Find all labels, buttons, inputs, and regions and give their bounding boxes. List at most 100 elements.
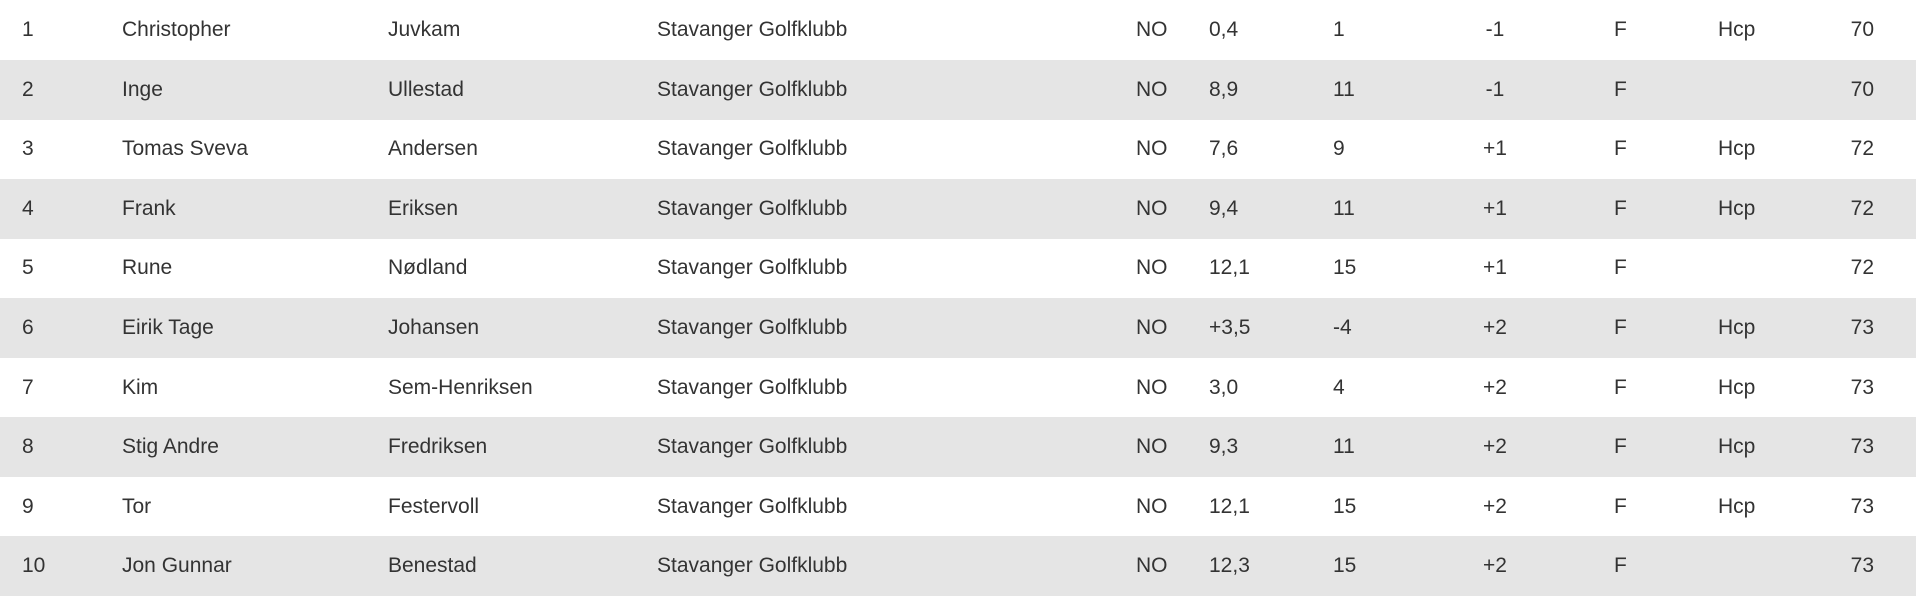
table-row[interactable]: 3 Tomas Sveva Andersen Stavanger Golfklubb N… (0, 119, 1916, 179)
gender-flag-cell: F (1614, 435, 1627, 459)
total-score-cell: 73 (1850, 316, 1874, 339)
table-row[interactable]: 8 Stig Andre Fredriksen Stavanger Golfklubb… (0, 417, 1916, 478)
score-to-par-cell: +1 (1483, 137, 1507, 161)
handicap-index-cell: 0,4 (1209, 18, 1239, 41)
position-cell: 5 (22, 256, 34, 280)
club-cell: Stavanger Golfklubb (657, 316, 848, 339)
total-score-cell: 73 (1850, 494, 1874, 518)
hcp-flag-cell: Hcp (1718, 137, 1756, 161)
country-cell: NO (1136, 137, 1168, 161)
total-score-cell: 73 (1850, 554, 1874, 578)
position-cell: 4 (22, 196, 34, 220)
playing-handicap-cell: 15 (1333, 554, 1357, 578)
score-to-par-cell: +2 (1483, 494, 1507, 518)
handicap-index-cell: 8,9 (1209, 77, 1239, 101)
country-cell: NO (1136, 196, 1168, 220)
first-name-cell: Christopher (122, 18, 231, 41)
score-to-par-cell: +2 (1483, 554, 1507, 578)
handicap-index-cell: 9,3 (1209, 435, 1239, 459)
last-name-cell: Fredriksen (388, 435, 488, 459)
total-score-cell: 73 (1850, 375, 1874, 399)
first-name-cell: Tor (122, 494, 152, 518)
score-to-par-cell: -1 (1485, 77, 1505, 101)
position-cell: 8 (22, 435, 34, 459)
position-cell: 1 (22, 18, 34, 41)
club-cell: Stavanger Golfklubb (657, 77, 848, 101)
country-cell: NO (1136, 256, 1168, 280)
country-cell: NO (1136, 435, 1168, 459)
position-cell: 3 (22, 137, 34, 161)
last-name-cell: Johansen (388, 316, 480, 339)
playing-handicap-cell: 1 (1333, 18, 1345, 41)
playing-handicap-cell: -4 (1333, 316, 1352, 339)
club-cell: Stavanger Golfklubb (657, 137, 848, 161)
total-score-cell: 70 (1850, 18, 1874, 41)
handicap-index-cell: 3,0 (1209, 375, 1239, 399)
total-score-cell: 72 (1850, 256, 1874, 280)
last-name-cell: Ullestad (388, 77, 464, 101)
handicap-index-cell: 7,6 (1209, 137, 1239, 161)
first-name-cell: Inge (122, 77, 163, 101)
gender-flag-cell: F (1614, 375, 1627, 399)
club-cell: Stavanger Golfklubb (657, 435, 848, 459)
table-row[interactable]: 6 Eirik Tage Johansen Stavanger Golfklubb NO… (0, 298, 1916, 358)
gender-flag-cell: F (1614, 137, 1627, 161)
total-score-cell: 70 (1850, 77, 1874, 101)
handicap-index-cell: 12,1 (1209, 494, 1250, 518)
playing-handicap-cell: 4 (1333, 375, 1345, 399)
table-row[interactable]: 1 Christopher Juvkam Stavanger Golfklubb NO 0… (0, 0, 1916, 60)
table-row[interactable]: 10 Jon Gunnar Benestad Stavanger Golfklubb N… (0, 536, 1916, 596)
last-name-cell: Andersen (388, 137, 478, 161)
hcp-flag-cell: Hcp (1718, 435, 1756, 459)
table-row[interactable]: 5 Rune Nødland Stavanger Golfklubb NO 12,1 15 +… (0, 238, 1916, 298)
handicap-index-cell: +3,5 (1209, 316, 1251, 339)
first-name-cell: Stig Andre (122, 435, 219, 459)
handicap-index-cell: 9,4 (1209, 196, 1239, 220)
first-name-cell: Eirik Tage (122, 316, 214, 339)
gender-flag-cell: F (1614, 77, 1627, 101)
hcp-flag-cell: Hcp (1718, 375, 1756, 399)
total-score-cell: 73 (1850, 435, 1874, 459)
last-name-cell: Benestad (388, 554, 477, 578)
last-name-cell: Festervoll (388, 494, 480, 518)
hcp-flag-cell: Hcp (1718, 494, 1756, 518)
last-name-cell: Juvkam (388, 18, 461, 41)
position-cell: 9 (22, 494, 34, 518)
gender-flag-cell: F (1614, 256, 1627, 280)
last-name-cell: Sem-Henriksen (388, 375, 533, 399)
first-name-cell: Frank (122, 196, 176, 220)
score-to-par-cell: +1 (1483, 256, 1507, 280)
country-cell: NO (1136, 316, 1168, 339)
gender-flag-cell: F (1614, 554, 1627, 578)
gender-flag-cell: F (1614, 18, 1627, 41)
position-cell: 2 (22, 77, 34, 101)
last-name-cell: Eriksen (388, 196, 459, 220)
table-row[interactable]: 4 Frank Eriksen Stavanger Golfklubb NO 9,4 11 +… (0, 178, 1916, 239)
club-cell: Stavanger Golfklubb (657, 196, 848, 220)
club-cell: Stavanger Golfklubb (657, 494, 848, 518)
playing-handicap-cell: 11 (1333, 435, 1355, 459)
hcp-flag-cell: Hcp (1718, 316, 1756, 339)
country-cell: NO (1136, 554, 1168, 578)
score-to-par-cell: +2 (1483, 375, 1507, 399)
hcp-flag-cell: Hcp (1718, 18, 1756, 41)
first-name-cell: Jon Gunnar (122, 554, 232, 578)
country-cell: NO (1136, 375, 1168, 399)
table-row[interactable]: 9 Tor Festervoll Stavanger Golfklubb NO 12,1 1… (0, 477, 1916, 537)
score-to-par-cell: -1 (1485, 18, 1505, 41)
total-score-cell: 72 (1850, 196, 1874, 220)
position-cell: 6 (22, 316, 34, 339)
position-cell: 10 (22, 554, 46, 578)
table-row[interactable]: 7 Kim Sem-Henriksen Stavanger Golfklubb NO 3,… (0, 358, 1916, 418)
handicap-index-cell: 12,1 (1209, 256, 1250, 280)
gender-flag-cell: F (1614, 316, 1627, 339)
table-row[interactable]: 2 Inge Ullestad Stavanger Golfklubb NO 8,9 11 -… (0, 59, 1916, 120)
club-cell: Stavanger Golfklubb (657, 375, 848, 399)
score-to-par-cell: +2 (1483, 316, 1507, 339)
playing-handicap-cell: 11 (1333, 196, 1355, 220)
total-score-cell: 72 (1850, 137, 1874, 161)
score-to-par-cell: +2 (1483, 435, 1507, 459)
gender-flag-cell: F (1614, 494, 1627, 518)
club-cell: Stavanger Golfklubb (657, 554, 848, 578)
playing-handicap-cell: 11 (1333, 77, 1355, 101)
